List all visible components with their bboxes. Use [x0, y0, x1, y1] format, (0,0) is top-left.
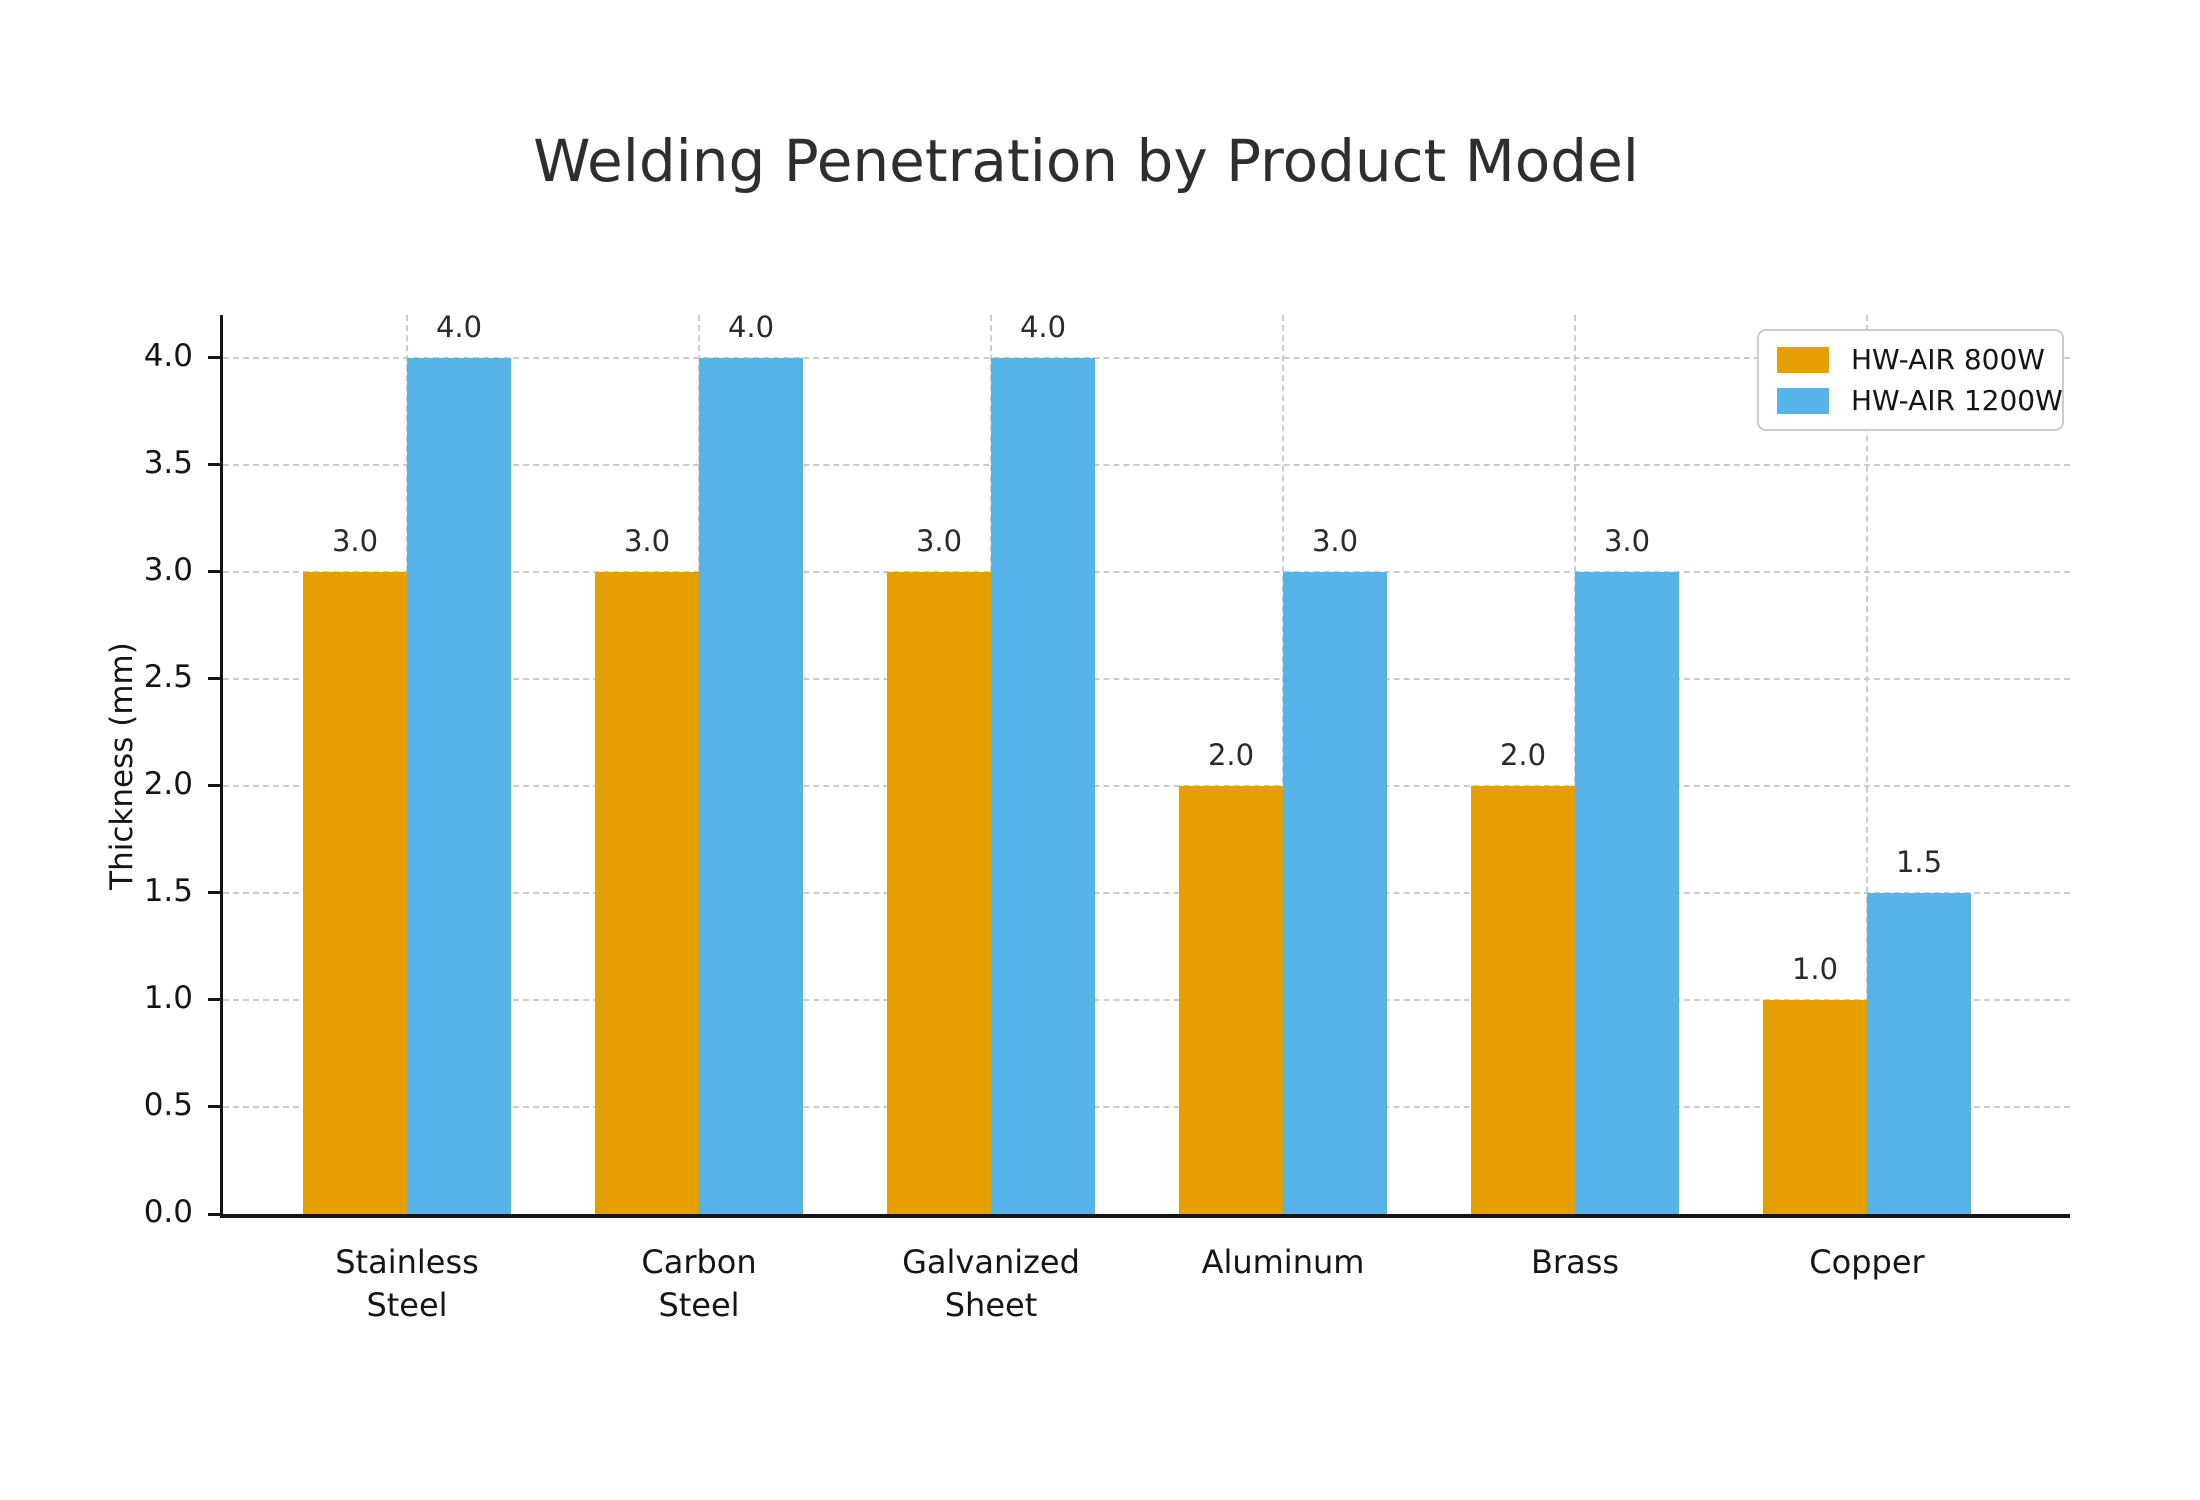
- y-tick-label: 0.0: [143, 1194, 193, 1230]
- x-category-label: Copper: [1809, 1243, 1925, 1281]
- bar-value-label: 3.0: [1603, 523, 1651, 558]
- bar-series2: [1867, 892, 1971, 1214]
- legend-swatch-1200w: [1777, 387, 1829, 414]
- legend-label: HW-AIR 800W: [1851, 343, 2045, 376]
- y-axis-tick: [208, 570, 220, 574]
- bar-series1: [1179, 785, 1283, 1214]
- bar-value-label: 1.5: [1895, 844, 1943, 879]
- h-gridline: [223, 570, 2070, 573]
- bar-series2: [991, 357, 1095, 1214]
- y-axis-tick: [208, 1212, 220, 1216]
- y-axis-tick: [208, 356, 220, 360]
- bar-value-label: 3.0: [915, 523, 963, 558]
- h-gridline: [223, 356, 2070, 359]
- x-category-label: Brass: [1530, 1243, 1620, 1281]
- bar-series1: [595, 571, 699, 1214]
- y-axis-tick: [208, 463, 220, 467]
- bar-series2: [1575, 571, 1679, 1214]
- bar-series2: [407, 357, 511, 1214]
- bar-value-label: 3.0: [1311, 523, 1359, 558]
- y-tick-label: 3.0: [143, 551, 193, 588]
- bar-series2: [1283, 571, 1387, 1214]
- y-tick-label: 3.5: [143, 444, 193, 481]
- legend-label: HW-AIR 1200W: [1851, 384, 2063, 417]
- legend-swatch-800w: [1777, 346, 1829, 373]
- x-category-label: Aluminum: [1201, 1243, 1365, 1281]
- y-tick-label: 1.5: [143, 872, 193, 909]
- y-tick-label: 1.0: [143, 979, 193, 1016]
- legend-item: HW-AIR 1200W: [1777, 384, 2063, 417]
- y-tick-label: 2.5: [143, 658, 193, 695]
- y-axis-tick: [208, 891, 220, 895]
- bar-value-label: 4.0: [727, 309, 775, 344]
- v-gridline: [1866, 315, 1868, 1214]
- y-tick-label: 2.0: [143, 765, 193, 802]
- bar-value-label: 3.0: [623, 523, 671, 558]
- chart-title: Welding Penetration by Product Model: [533, 127, 1639, 195]
- bar-series1: [1471, 785, 1575, 1214]
- x-category-label: Stainless Steel: [335, 1243, 479, 1324]
- plot-area: 0.0 0.5 1.0 1.5 2.0 2.5 3.0 3.5 4.0 3.0 4.0 Stainle…: [144, 310, 2070, 1324]
- x-category-label: Carbon Steel: [641, 1243, 757, 1324]
- h-gridline: [223, 463, 2070, 466]
- h-gridline: [223, 1105, 2070, 1108]
- h-gridline: [223, 891, 2070, 894]
- y-axis-tick: [208, 784, 220, 788]
- y-axis-tick: [208, 677, 220, 681]
- x-category-label: Galvanized Sheet: [902, 1243, 1080, 1324]
- y-axis-tick: [208, 1105, 220, 1109]
- legend: HW-AIR 800W HW-AIR 1200W: [1757, 329, 2064, 431]
- bar-series1: [303, 571, 407, 1214]
- bar-series1: [887, 571, 991, 1214]
- legend-item: HW-AIR 800W: [1777, 343, 2045, 376]
- y-tick-label: 4.0: [143, 337, 193, 374]
- bar-series1: [1763, 999, 1867, 1214]
- bar-value-label: 3.0: [331, 523, 379, 558]
- bar-series2: [699, 357, 803, 1214]
- h-gridline: [223, 998, 2070, 1001]
- h-gridline: [223, 677, 2070, 680]
- h-gridline: [223, 784, 2070, 787]
- y-axis-tick: [208, 998, 220, 1002]
- bar-value-label: 2.0: [1207, 737, 1255, 772]
- bar-value-label: 1.0: [1791, 951, 1839, 986]
- bar-value-label: 4.0: [435, 309, 483, 344]
- bar-value-label: 4.0: [1019, 309, 1067, 344]
- bar-value-label: 2.0: [1499, 737, 1547, 772]
- y-tick-label: 0.5: [143, 1086, 193, 1123]
